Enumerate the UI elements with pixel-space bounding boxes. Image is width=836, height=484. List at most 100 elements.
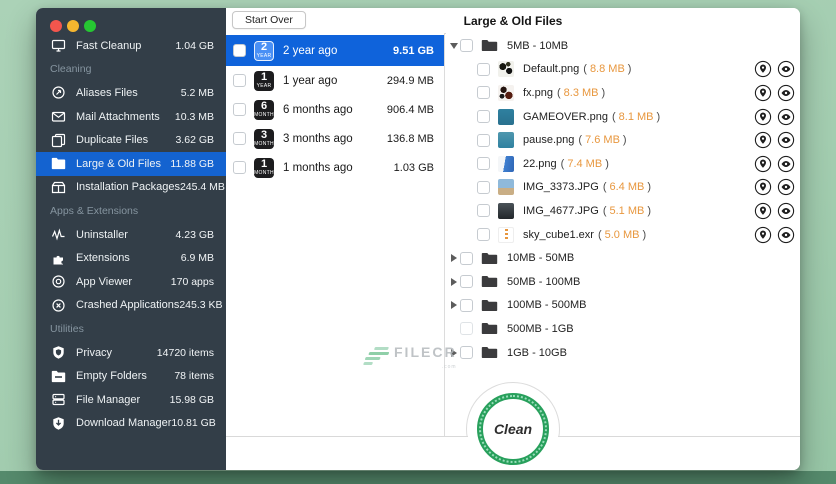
preview-eye-icon[interactable] [777, 178, 795, 196]
file-row-img-3373[interactable]: IMG_3373.JPG ( 6.4 MB ) [446, 176, 800, 200]
preview-eye-icon[interactable] [777, 131, 795, 149]
sidebar-item-privacy[interactable]: Privacy 14720 items [36, 341, 226, 365]
checkbox[interactable] [477, 62, 490, 76]
disclosure-right-icon[interactable] [449, 277, 458, 286]
sidebar-item-aliases-files[interactable]: Aliases Files 5.2 MB [36, 81, 226, 105]
checkbox[interactable] [460, 322, 473, 336]
disclosure-right-icon[interactable] [449, 348, 458, 357]
file-row-pause-png[interactable]: pause.png ( 7.6 MB ) [446, 128, 800, 152]
preview-eye-icon[interactable] [777, 108, 795, 126]
disclosure-right-icon[interactable] [449, 254, 458, 263]
sidebar-item-label: Uninstaller [76, 228, 128, 241]
sidebar-item-large-old-files[interactable]: Large & Old Files 11.88 GB [36, 151, 226, 176]
sidebar-item-extensions[interactable]: Extensions 6.9 MB [36, 246, 226, 270]
sidebar-section-utilities: Utilities [50, 322, 84, 335]
paren-open: ( [602, 204, 607, 217]
checkbox[interactable] [460, 346, 473, 360]
alias-arrow-icon [50, 85, 66, 100]
sidebar-item-fast-cleanup[interactable]: Fast Cleanup 1.04 GB [36, 34, 226, 58]
sidebar-item-uninstaller[interactable]: Uninstaller 4.23 GB [36, 223, 226, 247]
sidebar-item-duplicate-files[interactable]: Duplicate Files 3.62 GB [36, 128, 226, 152]
checkbox[interactable] [477, 133, 490, 147]
size-group-100mb-500mb[interactable]: 100MB - 500MB [446, 294, 800, 318]
locate-pin-icon[interactable] [754, 226, 772, 244]
file-row-gameover-png[interactable]: GAMEOVER.png ( 8.1 MB ) [446, 105, 800, 129]
sidebar-item-label: Download Manager [76, 417, 172, 430]
paren-open: ( [611, 110, 616, 123]
close-window-button[interactable] [50, 20, 62, 32]
disclosure-down-icon[interactable] [449, 42, 458, 49]
locate-pin-icon[interactable] [754, 178, 772, 196]
file-thumbnail [498, 61, 514, 78]
locate-pin-icon[interactable] [754, 202, 772, 220]
file-size: 5.1 MB [609, 204, 645, 217]
file-row-default-png[interactable]: Default.png ( 8.8 MB ) [446, 58, 800, 82]
checkbox[interactable] [460, 251, 473, 265]
file-name: sky_cube1.exr [523, 228, 594, 241]
timeline-size: 294.9 MB [386, 74, 434, 87]
checkbox[interactable] [477, 180, 490, 194]
checkbox[interactable] [460, 298, 473, 312]
watermark-suffix: .com [441, 364, 457, 370]
file-row-sky-cube1[interactable]: sky_cube1.exr ( 5.0 MB ) [446, 223, 800, 247]
preview-eye-icon[interactable] [777, 60, 795, 78]
start-over-button[interactable]: Start Over [232, 11, 306, 29]
sidebar-item-value: 15.98 GB [169, 393, 214, 406]
group-label: 1GB - 10GB [507, 346, 567, 359]
checkbox[interactable] [233, 103, 246, 116]
checkbox[interactable] [477, 228, 490, 242]
checkbox[interactable] [233, 132, 246, 145]
file-row-img-4677[interactable]: IMG_4677.JPG ( 5.1 MB ) [446, 199, 800, 223]
sidebar-item-mail-attachments[interactable]: Mail Attachments 10.3 MB [36, 105, 226, 129]
preview-eye-icon[interactable] [777, 155, 795, 173]
timeline-row-6-months[interactable]: 6 MONTH 6 months ago 906.4 MB [226, 95, 444, 124]
locate-pin-icon[interactable] [754, 84, 772, 102]
bottom-divider [558, 436, 800, 437]
locate-pin-icon[interactable] [754, 155, 772, 173]
preview-eye-icon[interactable] [777, 202, 795, 220]
size-group-50mb-100mb[interactable]: 50MB - 100MB [446, 270, 800, 294]
locate-pin-icon[interactable] [754, 108, 772, 126]
checkbox[interactable] [233, 161, 246, 174]
checkbox[interactable] [460, 275, 473, 289]
sidebar-item-value: 5.2 MB [180, 86, 214, 99]
locate-pin-icon[interactable] [754, 131, 772, 149]
sidebar-item-installation-packages[interactable]: Installation Packages 245.4 MB [36, 176, 226, 200]
preview-eye-icon[interactable] [777, 84, 795, 102]
timeline-row-3-months[interactable]: 3 MONTH 3 months ago 136.8 MB [226, 124, 444, 153]
checkbox[interactable] [477, 110, 490, 124]
clean-button[interactable]: Clean [477, 393, 549, 465]
sidebar-item-download-manager[interactable]: Download Manager 10.81 GB [36, 412, 226, 436]
locate-pin-icon[interactable] [754, 60, 772, 78]
minimize-window-button[interactable] [67, 20, 79, 32]
badge-number: 3 [260, 129, 268, 141]
sidebar-item-file-manager[interactable]: File Manager 15.98 GB [36, 388, 226, 412]
file-row-22-png[interactable]: 22.png ( 7.4 MB ) [446, 152, 800, 176]
size-group-1gb-10gb[interactable]: 1GB - 10GB [446, 341, 800, 365]
preview-eye-icon[interactable] [777, 226, 795, 244]
paren-close: ) [622, 134, 627, 147]
file-size: 8.8 MB [589, 63, 625, 76]
disclosure-right-icon[interactable] [449, 301, 458, 310]
shield-icon [50, 345, 66, 360]
size-group-500mb-1gb[interactable]: 500MB - 1GB [446, 317, 800, 341]
size-group-10mb-50mb[interactable]: 10MB - 50MB [446, 246, 800, 270]
sidebar-item-crashed-applications[interactable]: Crashed Applications 245.3 KB [36, 294, 226, 318]
timeline-row-1-month[interactable]: 1 MONTH 1 months ago 1.03 GB [226, 153, 444, 182]
timeline-row-1-year[interactable]: 1 YEAR 1 year ago 294.9 MB [226, 66, 444, 95]
sidebar-item-app-viewer[interactable]: App Viewer 170 apps [36, 270, 226, 294]
checkbox[interactable] [233, 74, 246, 87]
timeline-row-2-year[interactable]: 2 YEAR 2 year ago 9.51 GB [226, 35, 444, 66]
checkbox[interactable] [233, 44, 246, 57]
sidebar-item-empty-folders[interactable]: Empty Folders 78 items [36, 364, 226, 388]
zoom-window-button[interactable] [84, 20, 96, 32]
checkbox[interactable] [477, 157, 490, 171]
paren-close: ) [647, 204, 652, 217]
file-row-fx-png[interactable]: fx.png ( 8.3 MB ) [446, 81, 800, 105]
checkbox[interactable] [477, 204, 490, 218]
sidebar-item-label: Extensions [76, 252, 130, 265]
checkbox[interactable] [477, 86, 490, 100]
app-viewer-icon [50, 274, 66, 289]
size-group-5mb-10mb[interactable]: 5MB - 10MB [446, 34, 800, 58]
checkbox[interactable] [460, 39, 473, 53]
